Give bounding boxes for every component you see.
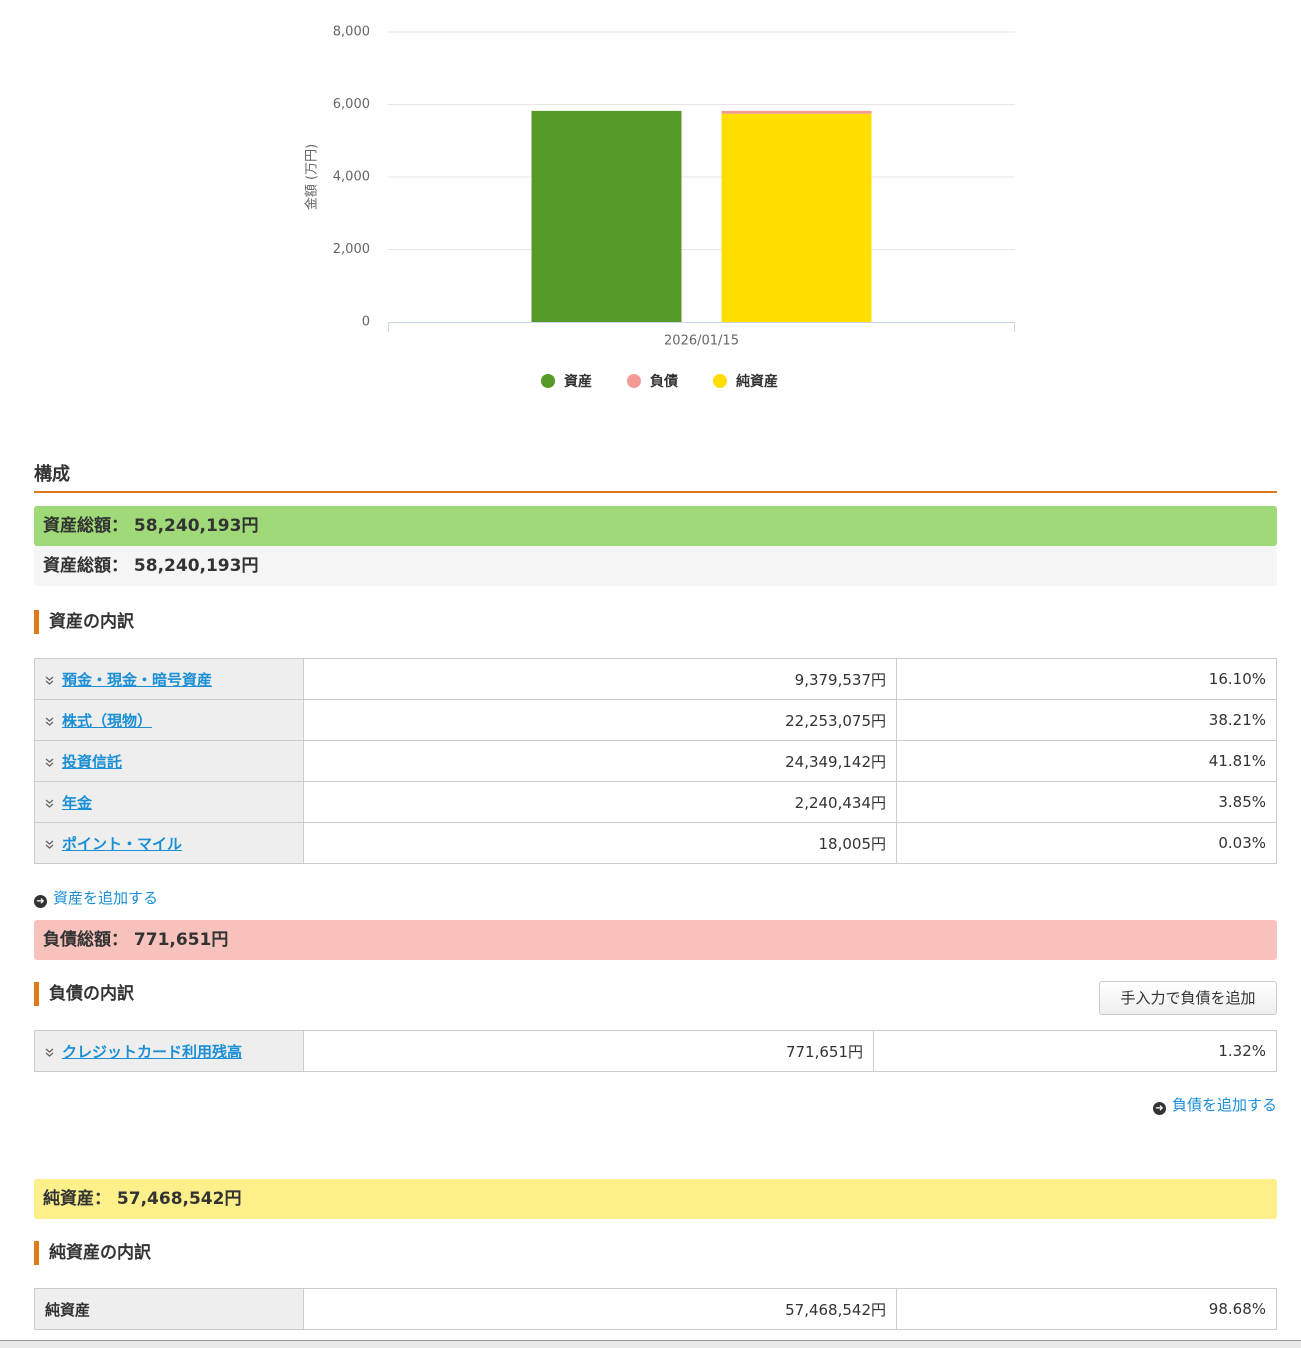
chevron [45, 840, 54, 849]
category-link[interactable]: 投資信託 [62, 752, 123, 771]
chart: 金額 (万円) 0 2,000 4,000 6,000 8,000 2026/01/15 資… [304, 25, 1015, 390]
link-text[interactable]: 資産を追加する [53, 889, 159, 907]
assets-total: 資産総額： 58,240,193円 [34, 546, 1277, 586]
subheading: 資産の内訳 [34, 610, 134, 634]
legend-marker [541, 374, 555, 388]
value: 58,240,193円 [133, 556, 259, 576]
value: 57,468,542円 [116, 1189, 242, 1209]
cell: 年金 [34, 781, 304, 823]
cell: 18,005円 [303, 822, 897, 864]
cell: 771,651円 [303, 1030, 874, 1072]
legend-label: 資産 [564, 373, 592, 390]
net-table: 純資産 57,468,542円 98.68% [34, 1288, 1277, 1330]
legend-label: 負債 [650, 373, 678, 390]
row: クレジットカード利用残高 771,651円 1.32% [34, 1030, 1277, 1072]
legend-label: 純資産 [736, 373, 778, 390]
cell: 9,379,537円 [303, 658, 897, 700]
cell: ポイント・マイル [34, 822, 304, 864]
cell: 16.10% [896, 658, 1277, 700]
bar [531, 110, 682, 322]
assets-total: 資産総額： 58,240,193円 [34, 506, 1277, 546]
row: 株式（現物） 22,253,075円 38.21% [34, 699, 1277, 741]
cell: 98.68% [896, 1288, 1277, 1330]
subheading: 純資産の内訳 [34, 1241, 151, 1265]
liabilities-total: 負債総額： 771,651円 [34, 920, 1277, 960]
cell: クレジットカード利用残高 [34, 1030, 304, 1072]
chevron [45, 676, 54, 685]
value: 771,651円 [133, 930, 229, 950]
legend-marker [713, 374, 727, 388]
y-tick-label: 4,000 [333, 170, 370, 185]
chevron [45, 799, 54, 808]
section-title: 構成 [34, 464, 70, 485]
liabilities-table: クレジットカード利用残高 771,651円 1.32% [34, 1030, 1277, 1072]
category-link[interactable]: 預金・現金・暗号資産 [62, 670, 213, 689]
cell: 2,240,434円 [303, 781, 897, 823]
y-tick-label: 8,000 [333, 25, 370, 40]
row: 年金 2,240,434円 3.85% [34, 781, 1277, 823]
add-liability-button[interactable]: 手入力で負債を追加 [1099, 981, 1277, 1015]
assets-table: 預金・現金・暗号資産 9,379,537円 16.10% 株式（現物） 22,253,0… [34, 658, 1277, 864]
legend-marker [627, 374, 641, 388]
category-link[interactable]: 株式（現物） [62, 711, 153, 730]
cell: 1.32% [873, 1030, 1277, 1072]
cell: 41.81% [896, 740, 1277, 782]
x-tick-label: 2026/01/15 [664, 334, 739, 349]
row: 投資信託 24,349,142円 41.81% [34, 740, 1277, 782]
chevron [45, 758, 54, 767]
chevron [45, 1048, 54, 1057]
cell: 38.21% [896, 699, 1277, 741]
net-total: 純資産： 57,468,542円 [34, 1179, 1277, 1219]
bar [721, 110, 872, 114]
add-liability[interactable]: ➜ 負債を追加する [1152, 1094, 1277, 1115]
category-link[interactable]: ポイント・マイル [62, 834, 183, 853]
footer-edge [0, 1340, 1301, 1348]
y-axis-label: 金額 (万円) [304, 144, 320, 210]
y-tick-label: 2,000 [333, 242, 370, 257]
label: 純資産： [43, 1189, 111, 1209]
cell: 3.85% [896, 781, 1277, 823]
chevron [45, 717, 54, 726]
cell: 22,253,075円 [303, 699, 897, 741]
cell: 24,349,142円 [303, 740, 897, 782]
label: 負債総額： [43, 930, 128, 950]
label: 資産総額： [43, 556, 128, 576]
add-asset[interactable]: ➜ 資産を追加する [34, 887, 158, 908]
category-link[interactable]: クレジットカード利用残高 [62, 1042, 243, 1061]
link-text[interactable]: 負債を追加する [1171, 1096, 1277, 1114]
row: ポイント・マイル 18,005円 0.03% [34, 822, 1277, 864]
row: 預金・現金・暗号資産 9,379,537円 16.10% [34, 658, 1277, 700]
y-tick-label: 6,000 [333, 97, 370, 112]
subheading: 負債の内訳 [34, 982, 134, 1006]
value: 58,240,193円 [133, 516, 259, 536]
cell: 預金・現金・暗号資産 [34, 658, 304, 700]
cell: 投資信託 [34, 740, 304, 782]
cell: 株式（現物） [34, 699, 304, 741]
cell: 57,468,542円 [303, 1288, 897, 1330]
bar [721, 113, 872, 322]
cell: 純資産 [34, 1288, 304, 1330]
label: 資産総額： [43, 516, 128, 536]
row: 純資産 57,468,542円 98.68% [34, 1288, 1277, 1330]
divider [34, 491, 1277, 493]
y-tick-label: 0 [362, 315, 370, 330]
cell: 0.03% [896, 822, 1277, 864]
category-link[interactable]: 年金 [62, 793, 93, 812]
